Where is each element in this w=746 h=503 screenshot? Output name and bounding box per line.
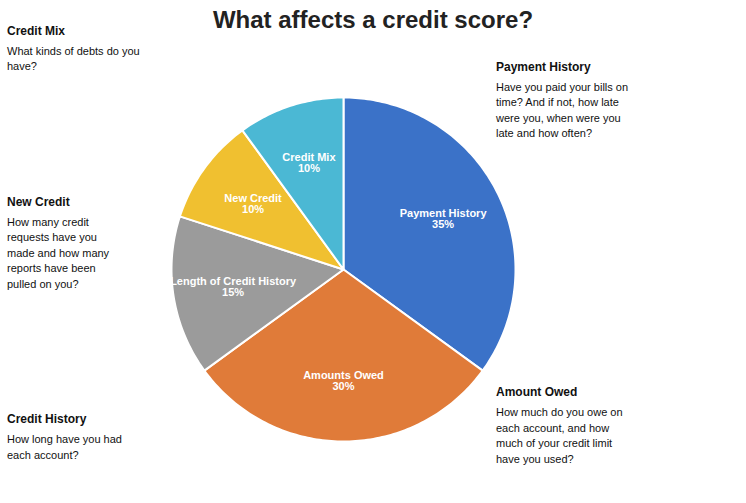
html-text:How many credit requests have: How many credit requests have you made a… (7, 216, 110, 290)
html-text:What kinds of debts do you hav: What kinds of debts do you have? (7, 45, 140, 73)
svg-text:New Credit10%: New Credit10% (224, 192, 282, 215)
html-text:How much do you owe on each ac: How much do you owe on each account, and… (496, 406, 623, 465)
svg-text:Length of Credit History15%: Length of Credit History15% (170, 275, 297, 298)
html-text:What affects a credit score?: What affects a credit score? (212, 6, 533, 33)
html-text:Payment History: Payment History (496, 60, 591, 74)
html-text:Amount Owed: Amount Owed (496, 385, 578, 400)
html-text:New Credit: New Credit (7, 195, 70, 209)
svg-text:Payment History35%: Payment History35% (400, 207, 488, 230)
svg-text:Amounts Owed30%: Amounts Owed30% (303, 369, 384, 392)
html-text:Have you paid your bills on ti: Have you paid your bills on time? And if… (496, 81, 629, 140)
html-text:Credit Mix: Credit Mix (7, 24, 65, 38)
html-text:Credit History: Credit History (7, 412, 87, 427)
svg-text:Credit Mix10%: Credit Mix10% (282, 151, 336, 174)
html-text:How long have you had each acc: How long have you had each account? (7, 433, 122, 461)
